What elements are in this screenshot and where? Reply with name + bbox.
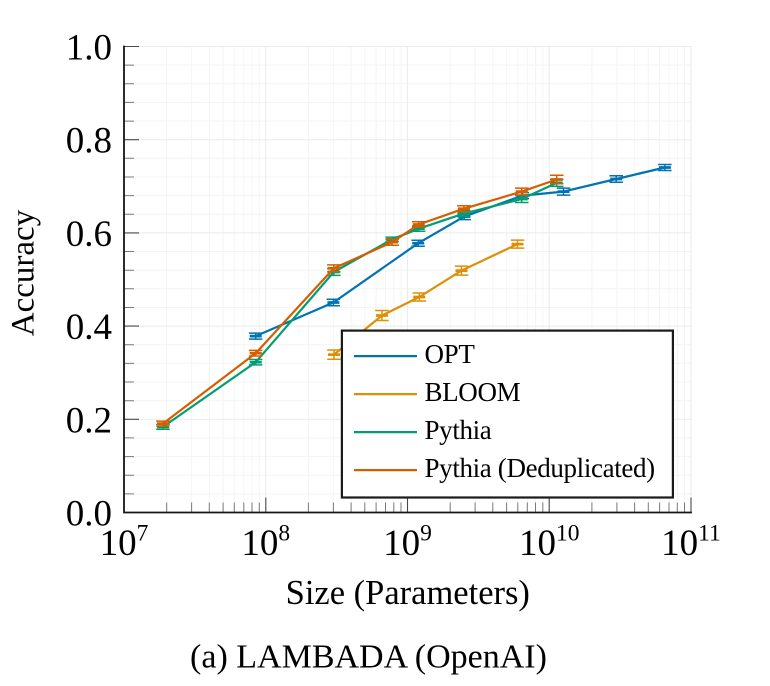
svg-text:107: 107 [100, 521, 149, 565]
svg-text:1.0: 1.0 [66, 28, 112, 69]
svg-text:BLOOM: BLOOM [425, 377, 521, 407]
svg-text:OPT: OPT [425, 339, 476, 369]
svg-text:Pythia (Deduplicated): Pythia (Deduplicated) [425, 453, 655, 483]
svg-text:0.6: 0.6 [66, 214, 112, 255]
svg-text:0.4: 0.4 [66, 307, 112, 348]
svg-text:0.8: 0.8 [66, 121, 112, 162]
svg-text:Pythia: Pythia [425, 415, 492, 445]
svg-text:0.2: 0.2 [66, 400, 112, 441]
svg-text:0.0: 0.0 [66, 494, 112, 535]
svg-text:Accuracy: Accuracy [6, 209, 42, 336]
svg-text:(a) LAMBADA (OpenAI): (a) LAMBADA (OpenAI) [190, 639, 547, 676]
svg-text:Size (Parameters): Size (Parameters) [286, 574, 530, 612]
